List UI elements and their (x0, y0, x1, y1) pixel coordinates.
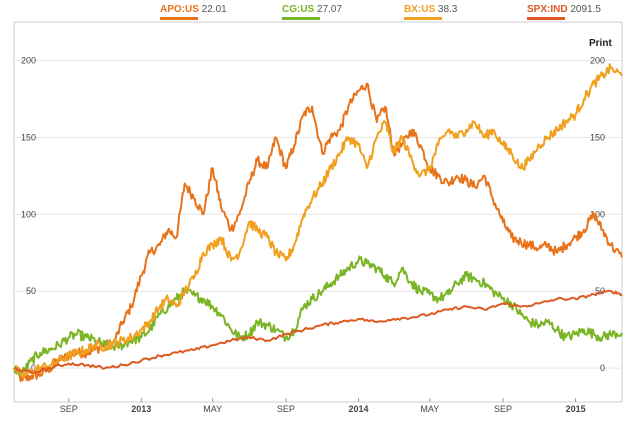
legend-color-swatch (404, 17, 442, 20)
legend-series-name: SPX:IND (527, 4, 568, 15)
legend-series-name: APO:US (160, 4, 199, 15)
legend-series-name: CG:US (282, 4, 315, 15)
x-tick-label: SEP (277, 404, 295, 414)
y-tick-label-right: 200 (590, 55, 605, 65)
legend-item[interactable]: CG:US 27.07 (282, 4, 343, 20)
legend-series-value: 27.07 (314, 4, 343, 15)
y-tick-label: 50 (26, 286, 36, 296)
legend-series-name: BX:US (404, 4, 436, 15)
y-tick-label-right: 100 (590, 209, 605, 219)
legend-color-swatch (160, 17, 198, 20)
y-tick-label: 100 (21, 209, 36, 219)
x-tick-label: 2014 (348, 404, 368, 414)
series-line-apo-us (13, 82, 623, 382)
legend-item[interactable]: SPX:IND 2091.5 (527, 4, 601, 20)
x-tick-label: MAY (203, 404, 222, 414)
x-tick-label: SEP (60, 404, 78, 414)
series-line-cg-us (13, 255, 623, 376)
plot-frame (13, 21, 623, 403)
y-tick-label-right: 50 (595, 286, 605, 296)
series-line-bx-us (13, 63, 623, 379)
legend-item[interactable]: BX:US 38.3 (404, 4, 458, 20)
x-tick-label: SEP (494, 404, 512, 414)
legend-color-swatch (282, 17, 320, 20)
y-tick-label-right: 0 (600, 363, 605, 373)
x-tick-label: 2015 (566, 404, 586, 414)
x-tick-label: MAY (420, 404, 439, 414)
legend-series-value: 38.3 (435, 4, 458, 15)
legend-series-value: 2091.5 (567, 4, 601, 15)
y-tick-label: 200 (21, 55, 36, 65)
print-button[interactable]: Print (589, 38, 612, 49)
x-tick-label: 2013 (131, 404, 151, 414)
y-tick-label-right: 150 (590, 132, 605, 142)
series-line-spx-ind (14, 289, 623, 374)
legend-color-swatch (527, 17, 565, 20)
y-tick-label: 150 (21, 132, 36, 142)
y-tick-label: 0 (31, 363, 36, 373)
legend-series-value: 22.01 (198, 4, 227, 15)
legend-item[interactable]: APO:US 22.01 (160, 4, 227, 20)
